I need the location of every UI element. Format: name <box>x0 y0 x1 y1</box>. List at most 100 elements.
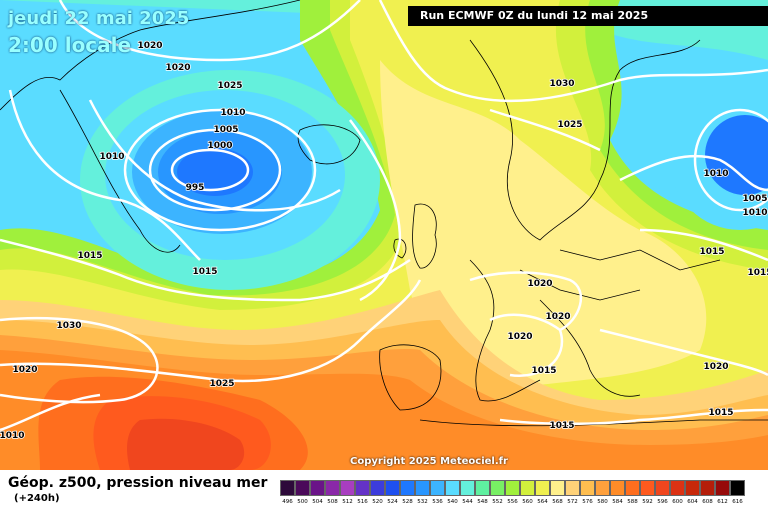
low-band-532 <box>177 148 253 196</box>
legend-swatch <box>505 480 520 496</box>
isobar-label: 1010 <box>220 108 245 118</box>
isobar-labels: 1020 1020 1030 1025 1010 1005 1000 995 1… <box>0 40 768 442</box>
color-scale-labels: 496 500 504 508 512 516 520 524 528 532 536 540 544 5… <box>280 499 745 505</box>
isobar-label: 1010 <box>742 208 767 218</box>
legend-label: 540 <box>447 499 458 505</box>
legend-label: 520 <box>372 499 383 505</box>
isobar-label: 995 <box>186 183 205 193</box>
isobar-label: 1030 <box>56 321 81 331</box>
isobar-label: 1015 <box>77 251 102 261</box>
isobar-label: 1020 <box>703 362 728 372</box>
legend-label: 600 <box>672 499 683 505</box>
isobar-label: 1020 <box>507 332 532 342</box>
legend-label: 584 <box>612 499 623 505</box>
isobar-label: 1020 <box>165 63 190 73</box>
forecast-date: jeudi 22 mai 2025 <box>8 8 190 29</box>
legend-swatch <box>430 480 445 496</box>
legend-swatch <box>595 480 610 496</box>
legend-label: 608 <box>702 499 713 505</box>
legend-label: 560 <box>522 499 533 505</box>
legend-label: 512 <box>342 499 353 505</box>
legend-label: 500 <box>297 499 308 505</box>
legend-swatch <box>415 480 430 496</box>
legend-label: 604 <box>687 499 698 505</box>
map-footer: Géop. z500, pression niveau mer (+240h) … <box>0 470 768 512</box>
legend-label: 568 <box>552 499 563 505</box>
isobar-label: 1015 <box>708 408 733 418</box>
legend-label: 564 <box>537 499 548 505</box>
legend-label: 596 <box>657 499 668 505</box>
isobar-label: 1005 <box>742 194 767 204</box>
legend-swatch <box>445 480 460 496</box>
legend-label: 552 <box>492 499 503 505</box>
isobar-label: 1015 <box>549 421 574 431</box>
legend-swatch <box>460 480 475 496</box>
isobar-label: 1015 <box>192 267 217 277</box>
forecast-local-time: 2:00 locale <box>8 33 132 57</box>
legend-swatch <box>610 480 625 496</box>
legend-label: 528 <box>402 499 413 505</box>
legend-swatch <box>685 480 700 496</box>
legend-label: 572 <box>567 499 578 505</box>
legend-label: 612 <box>717 499 728 505</box>
legend-label: 616 <box>732 499 743 505</box>
legend-swatch <box>325 480 340 496</box>
legend-label: 504 <box>312 499 323 505</box>
isobar-label: 1025 <box>557 120 582 130</box>
legend-swatch <box>475 480 490 496</box>
map-title: Géop. z500, pression niveau mer <box>8 475 268 491</box>
legend-swatch <box>715 480 730 496</box>
legend-label: 588 <box>627 499 638 505</box>
geopotential-map: 1020 1020 1030 1025 1010 1005 1000 995 1… <box>0 0 768 470</box>
isobar-label: 1020 <box>545 312 570 322</box>
isobar-label: 1010 <box>99 152 124 162</box>
isobar-label: 1000 <box>207 141 232 151</box>
legend-label: 580 <box>597 499 608 505</box>
legend-swatch <box>370 480 385 496</box>
legend-label: 532 <box>417 499 428 505</box>
isobar-label: 1015 <box>699 247 724 257</box>
legend-label: 508 <box>327 499 338 505</box>
legend-swatch <box>310 480 325 496</box>
legend-swatch <box>580 480 595 496</box>
legend-label: 576 <box>582 499 593 505</box>
field-band-568 <box>380 60 707 390</box>
color-scale-legend <box>280 480 745 496</box>
legend-swatch <box>565 480 580 496</box>
legend-swatch <box>640 480 655 496</box>
legend-label: 524 <box>387 499 398 505</box>
isobar-label: 1005 <box>213 125 238 135</box>
isobar-label: 1010 <box>0 431 25 441</box>
isobar-label: 1015 <box>747 268 768 278</box>
isobar-label: 1030 <box>549 79 574 89</box>
legend-swatch <box>700 480 715 496</box>
isobar-label: 1025 <box>217 81 242 91</box>
legend-label: 496 <box>282 499 293 505</box>
forecast-lead-time: (+240h) <box>14 493 60 504</box>
copyright-text: Copyright 2025 Meteociel.fr <box>350 456 508 467</box>
legend-swatch <box>520 480 535 496</box>
east-low-core <box>705 115 768 195</box>
legend-swatch <box>280 480 295 496</box>
legend-swatch <box>400 480 415 496</box>
legend-swatch <box>730 480 745 496</box>
legend-label: 544 <box>462 499 473 505</box>
legend-swatch <box>490 480 505 496</box>
legend-swatch <box>355 480 370 496</box>
field-band-596 <box>127 418 245 470</box>
legend-swatch <box>340 480 355 496</box>
legend-label: 592 <box>642 499 653 505</box>
isobar-label: 1020 <box>527 279 552 289</box>
legend-swatch <box>295 480 310 496</box>
isobars <box>0 0 768 432</box>
isobar-label: 1010 <box>703 169 728 179</box>
model-run-banner: Run ECMWF 0Z du lundi 12 mai 2025 <box>408 6 768 26</box>
legend-swatch <box>550 480 565 496</box>
legend-label: 548 <box>477 499 488 505</box>
isobar-label: 1020 <box>12 365 37 375</box>
isobar-label: 1020 <box>137 41 162 51</box>
legend-label: 536 <box>432 499 443 505</box>
legend-label: 556 <box>507 499 518 505</box>
legend-swatch <box>385 480 400 496</box>
